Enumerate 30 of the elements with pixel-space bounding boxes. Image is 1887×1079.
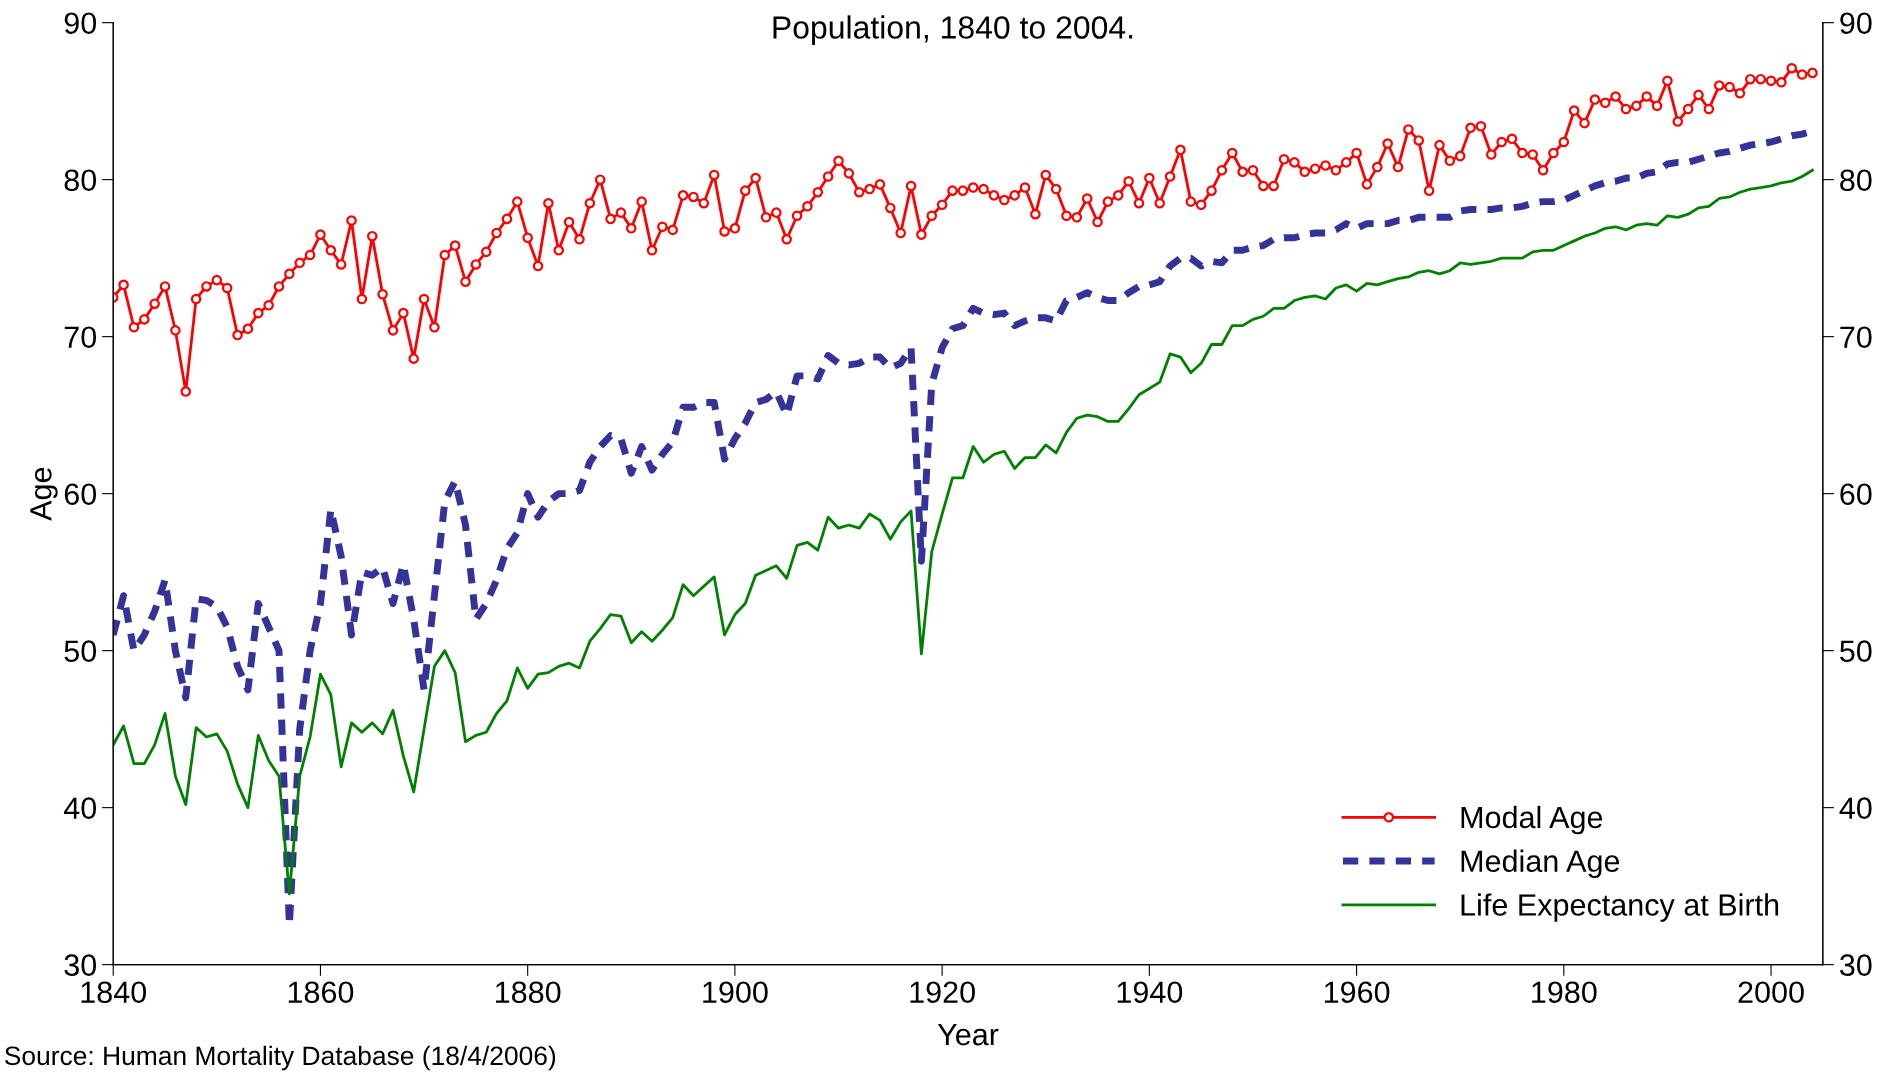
y-tick-label: 70 [64,326,97,349]
y2-tick-label: 30 [1839,954,1872,976]
y2-tick-label: 80 [1840,169,1872,192]
y2-tick-label: 70 [1840,326,1872,349]
x-tick-label: 1840 [81,981,147,1004]
y-tick-label: 90 [64,12,97,35]
y-tick-label: 80 [64,169,97,192]
x-tick-label: 1920 [910,981,975,1004]
source-note: Source: Human Mortality Database (18/4/2006) [4,1045,556,1071]
x-tick-label: 1960 [1324,981,1390,1004]
x-tick-label: 1980 [1532,981,1597,1004]
chart-title: Population, 1840 to 2004. [773,15,1133,46]
x-tick-label: 2000 [1738,981,1804,1004]
y-tick-label: 40 [63,797,97,819]
x-axis-title: Year [937,1024,999,1046]
legend-label: Modal Age [1461,805,1603,835]
x-tick-label: 1940 [1117,981,1183,1004]
y2-tick-label: 90 [1840,12,1872,35]
x-tick-label: 1860 [288,981,354,1004]
y-tick-label: 60 [64,483,97,506]
y2-tick-label: 40 [1839,797,1872,819]
y2-tick-label: 60 [1840,483,1872,506]
y2-tick-label: 50 [1840,640,1872,663]
y-axis-title: Age [30,467,58,521]
legend-label: Median Age [1461,849,1620,879]
legend-label: Life Expectancy at Birth [1461,893,1779,922]
x-tick-label: 1880 [496,981,561,1004]
y-tick-label: 30 [64,954,97,976]
y-tick-label: 50 [64,640,97,663]
x-tick-label: 1900 [703,981,768,1004]
